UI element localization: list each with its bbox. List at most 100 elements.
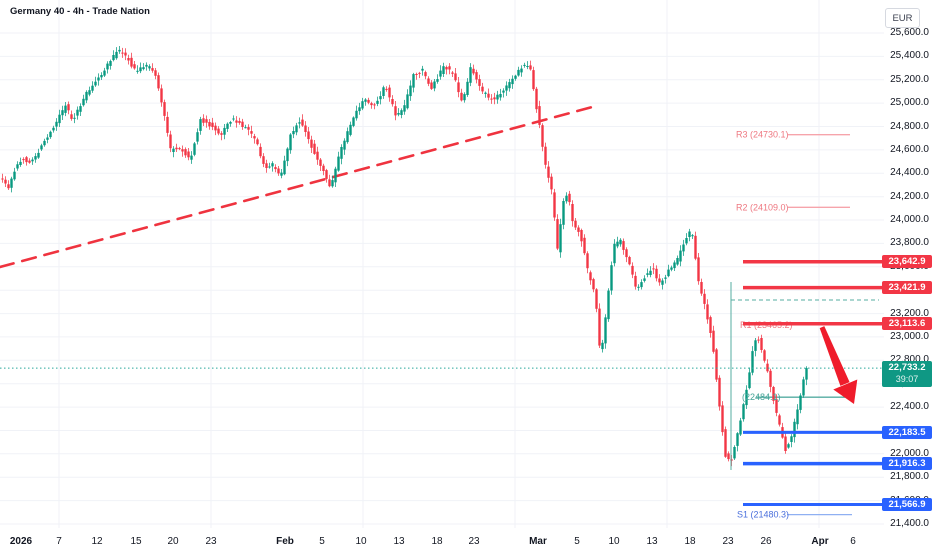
price-tag-level[interactable]: 21,566.9 bbox=[882, 498, 932, 511]
candle bbox=[109, 61, 112, 66]
last-price-tag[interactable]: 22,733.2 39:07 bbox=[882, 361, 932, 388]
candle bbox=[601, 342, 604, 350]
candle bbox=[289, 134, 292, 151]
candle bbox=[40, 145, 43, 150]
price-tick-label: 24,600.0 bbox=[890, 143, 929, 155]
candle bbox=[700, 282, 703, 294]
candle bbox=[721, 405, 724, 433]
candle bbox=[298, 122, 301, 124]
candle bbox=[43, 140, 46, 146]
candle bbox=[523, 64, 526, 66]
candle bbox=[208, 122, 211, 127]
price-tick-label: 21,800.0 bbox=[890, 471, 929, 483]
candle bbox=[7, 184, 10, 189]
candle bbox=[718, 377, 721, 407]
candle bbox=[295, 125, 298, 133]
trendline-drawing[interactable] bbox=[0, 104, 598, 269]
candle bbox=[115, 51, 118, 59]
candle bbox=[796, 409, 799, 425]
candle bbox=[163, 102, 166, 116]
candle bbox=[205, 119, 208, 123]
candle bbox=[4, 179, 7, 184]
candle bbox=[547, 166, 550, 178]
candle bbox=[10, 178, 13, 188]
candle bbox=[571, 204, 574, 222]
candle bbox=[88, 90, 91, 95]
candle bbox=[232, 118, 235, 120]
candle bbox=[76, 109, 79, 116]
candle bbox=[403, 105, 406, 112]
time-tick-label: Feb bbox=[276, 536, 294, 547]
candle bbox=[172, 148, 175, 152]
pivot-label-s: S1 (21480.3) bbox=[737, 510, 789, 520]
candle bbox=[769, 370, 772, 387]
candle bbox=[367, 99, 370, 103]
candle bbox=[448, 66, 451, 70]
price-tick-label: 25,600.0 bbox=[890, 27, 929, 38]
candle bbox=[34, 156, 37, 160]
candle bbox=[772, 387, 775, 401]
symbol-legend[interactable]: Germany 40 - 4h - Trade Nation bbox=[10, 6, 150, 17]
candle bbox=[439, 70, 442, 77]
candle bbox=[556, 219, 559, 249]
candle bbox=[481, 86, 484, 92]
candle bbox=[85, 91, 88, 101]
candle bbox=[307, 131, 310, 140]
candle bbox=[430, 82, 433, 89]
price-tick-label: 24,400.0 bbox=[890, 167, 929, 179]
candle bbox=[202, 118, 205, 123]
candle bbox=[28, 160, 31, 163]
candle bbox=[592, 279, 595, 290]
pivot-label-r: R2 (24109.0) bbox=[736, 202, 789, 212]
candle bbox=[625, 249, 628, 258]
price-tick-label: 23,000.0 bbox=[890, 330, 929, 342]
candle bbox=[256, 139, 259, 145]
candle bbox=[418, 72, 421, 74]
pivot-label-r: R3 (24730.1) bbox=[736, 130, 789, 140]
candle bbox=[355, 110, 358, 119]
currency-button[interactable]: EUR bbox=[885, 8, 920, 28]
price-tag-level[interactable]: 21,916.3 bbox=[882, 457, 932, 471]
candle bbox=[406, 94, 409, 109]
candle bbox=[466, 81, 469, 95]
candle bbox=[67, 104, 70, 111]
candle bbox=[514, 75, 517, 79]
candle bbox=[550, 176, 553, 190]
candle bbox=[778, 415, 781, 425]
price-tick-label: 24,800.0 bbox=[890, 120, 929, 132]
candle bbox=[388, 87, 391, 98]
candle bbox=[13, 171, 16, 180]
candle bbox=[112, 55, 115, 61]
candle bbox=[373, 104, 376, 106]
price-tag-level[interactable]: 23,421.9 bbox=[882, 281, 932, 295]
price-tag-level[interactable]: 23,113.6 bbox=[882, 317, 932, 331]
candle bbox=[334, 168, 337, 183]
price-tick-label: 23,800.0 bbox=[890, 237, 929, 249]
candle bbox=[160, 88, 163, 103]
candle bbox=[319, 159, 322, 166]
candle bbox=[337, 156, 340, 171]
time-tick-label: 23 bbox=[722, 536, 734, 547]
down-arrow-shaft[interactable] bbox=[819, 326, 850, 386]
candle bbox=[64, 105, 67, 113]
candle bbox=[379, 96, 382, 100]
down-arrow-head[interactable] bbox=[833, 379, 858, 405]
candle bbox=[793, 421, 796, 438]
candle bbox=[400, 110, 403, 115]
candle bbox=[25, 157, 28, 163]
candle bbox=[445, 67, 448, 70]
candle bbox=[331, 180, 334, 187]
candle bbox=[364, 99, 367, 102]
candle bbox=[487, 93, 490, 98]
price-tag-level[interactable]: 22,183.5 bbox=[882, 425, 932, 439]
candle bbox=[184, 149, 187, 156]
candle bbox=[541, 125, 544, 147]
price-tag-level[interactable]: 23,642.9 bbox=[882, 255, 932, 269]
candle bbox=[760, 338, 763, 350]
time-tick-label: 13 bbox=[393, 536, 405, 547]
candle bbox=[652, 268, 655, 270]
candle bbox=[382, 87, 385, 96]
candle bbox=[661, 280, 664, 285]
time-tick-label: 10 bbox=[355, 536, 367, 547]
